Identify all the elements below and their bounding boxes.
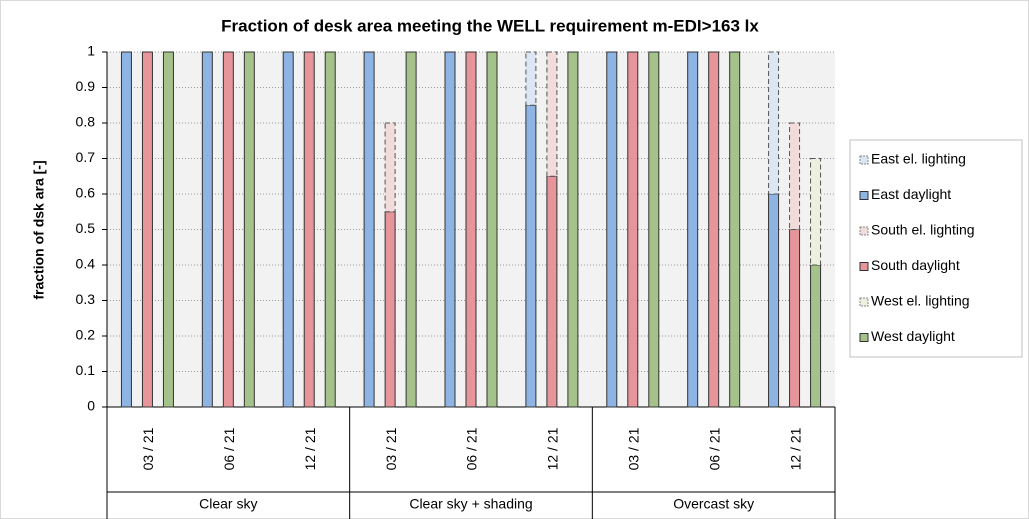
group-label: Overcast sky xyxy=(673,496,754,512)
legend-swatch xyxy=(859,155,869,165)
legend-swatch xyxy=(859,262,869,271)
y-tick-label: 0 xyxy=(87,398,95,414)
bar-segment xyxy=(606,51,618,408)
bar-segment xyxy=(405,51,417,408)
bar-segment xyxy=(444,51,456,408)
x-tick-label: 03 / 21 xyxy=(140,427,156,470)
legend-box xyxy=(849,139,1023,358)
legend-swatch xyxy=(859,297,869,307)
bar-segment xyxy=(303,51,315,408)
bar-segment xyxy=(282,51,294,408)
chart-title: Fraction of desk area meeting the WELL r… xyxy=(221,16,759,35)
y-tick-label: 0.7 xyxy=(76,149,96,165)
bar-segment xyxy=(627,51,639,408)
bar-segment xyxy=(810,264,822,408)
bar-segment xyxy=(141,51,153,408)
y-tick-label: 0.4 xyxy=(76,256,96,272)
y-tick-label: 0.1 xyxy=(76,362,96,378)
x-tick-label: 12 / 21 xyxy=(545,427,561,470)
bar-segment xyxy=(120,51,132,408)
y-tick-label: 0.8 xyxy=(76,114,96,130)
bar-segment xyxy=(162,51,174,408)
bar-segment xyxy=(687,51,699,408)
y-tick-label: 0.3 xyxy=(76,291,96,307)
y-tick-label: 0.2 xyxy=(76,327,96,343)
group-label: Clear sky + shading xyxy=(409,496,532,512)
legend-label: West el. lighting xyxy=(871,293,970,309)
bar-segment xyxy=(789,122,801,230)
bar-segment xyxy=(708,51,720,408)
group-label: Clear sky xyxy=(199,496,257,512)
bar-segment xyxy=(525,104,537,408)
x-tick-label: 12 / 21 xyxy=(302,427,318,470)
bar-segment xyxy=(324,51,336,408)
bar-segment xyxy=(243,51,255,408)
y-tick-label: 0.6 xyxy=(76,185,96,201)
legend-swatch xyxy=(859,333,869,342)
bar-segment xyxy=(546,51,558,177)
bar-segment xyxy=(810,158,822,266)
bar-segment xyxy=(384,122,396,213)
y-tick-label: 1 xyxy=(87,43,95,59)
legend-label: West daylight xyxy=(871,328,955,344)
bar-segment xyxy=(363,51,375,408)
bar-segment xyxy=(768,51,780,195)
legend-label: East daylight xyxy=(871,186,951,202)
bar-segment xyxy=(768,193,780,408)
bar-segment xyxy=(465,51,477,408)
x-tick-label: 06 / 21 xyxy=(706,427,722,470)
bar-segment xyxy=(486,51,498,408)
y-tick-label: 0.9 xyxy=(76,78,96,94)
bar-segment xyxy=(546,175,558,408)
bar-segment xyxy=(729,51,741,408)
bar-segment xyxy=(789,229,801,408)
x-tick-label: 03 / 21 xyxy=(383,427,399,470)
x-tick-label: 12 / 21 xyxy=(787,427,803,470)
bar-segment xyxy=(525,51,537,106)
y-tick-label: 0.5 xyxy=(76,220,96,236)
bar-segment xyxy=(222,51,234,408)
bar-segment xyxy=(567,51,579,408)
bar-segment xyxy=(648,51,660,408)
bar-segment xyxy=(384,211,396,408)
x-tick-label: 06 / 21 xyxy=(464,427,480,470)
legend-swatch xyxy=(859,226,869,236)
legend-swatch xyxy=(859,191,869,200)
x-tick-label: 03 / 21 xyxy=(625,427,641,470)
bar-segment xyxy=(201,51,213,408)
legend-label: East el. lighting xyxy=(871,151,966,167)
x-tick-label: 06 / 21 xyxy=(221,427,237,470)
y-axis-label: fraction of dsk ara [-] xyxy=(31,160,47,299)
legend-label: South daylight xyxy=(871,257,960,273)
legend-label: South el. lighting xyxy=(871,222,975,238)
